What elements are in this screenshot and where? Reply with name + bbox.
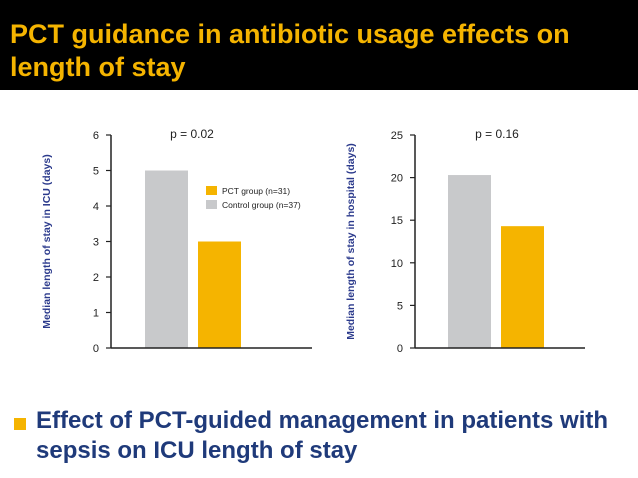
chart1-tick-label: 3 [93, 237, 99, 249]
chart1-tick-label: 2 [93, 272, 99, 284]
bullet-square-icon [14, 418, 26, 430]
chart2-bar-pct [501, 226, 544, 348]
legend-swatch [206, 186, 217, 195]
legend-label: PCT group (n=31) [222, 186, 290, 196]
chart2-tick-label: 15 [391, 215, 403, 227]
chart1-y-label: Median length of stay in ICU (days) [41, 154, 53, 328]
legend-label: Control group (n=37) [222, 200, 301, 210]
chart2-p-value: p = 0.16 [475, 127, 519, 141]
chart1-bar-pct [198, 241, 241, 348]
chart1-bar-control [145, 170, 188, 348]
slide-caption: Effect of PCT-guided management in patie… [36, 407, 609, 464]
chart1-tick-label: 6 [93, 130, 99, 142]
chart2-bar-control [448, 175, 491, 348]
chart2-tick-label: 10 [391, 258, 403, 270]
chart1-tick-label: 5 [93, 166, 99, 178]
title-bar: PCT guidance in antibiotic usage effects… [0, 0, 638, 90]
chart2-tick-label: 5 [397, 300, 403, 312]
chart1-p-value: p = 0.02 [170, 127, 214, 141]
charts-area: 0 1 2 3 4 5 6 Median length of stay in ICU (day… [0, 90, 638, 390]
chart1-tick-label: 1 [93, 308, 99, 320]
chart2-tick-label: 0 [397, 343, 403, 355]
slide-title: PCT guidance in antibiotic usage effects… [10, 19, 570, 82]
charts-svg: 0 1 2 3 4 5 6 Median length of stay in ICU (day… [41, 127, 585, 355]
chart2-y-label: Median length of stay in hospital (days) [345, 143, 357, 340]
chart2-tick-label: 20 [391, 173, 403, 185]
chart2-tick-label: 25 [391, 130, 403, 142]
chart1-tick-label: 0 [93, 343, 99, 355]
legend-swatch [206, 200, 217, 209]
chart1-tick-label: 4 [93, 201, 99, 213]
